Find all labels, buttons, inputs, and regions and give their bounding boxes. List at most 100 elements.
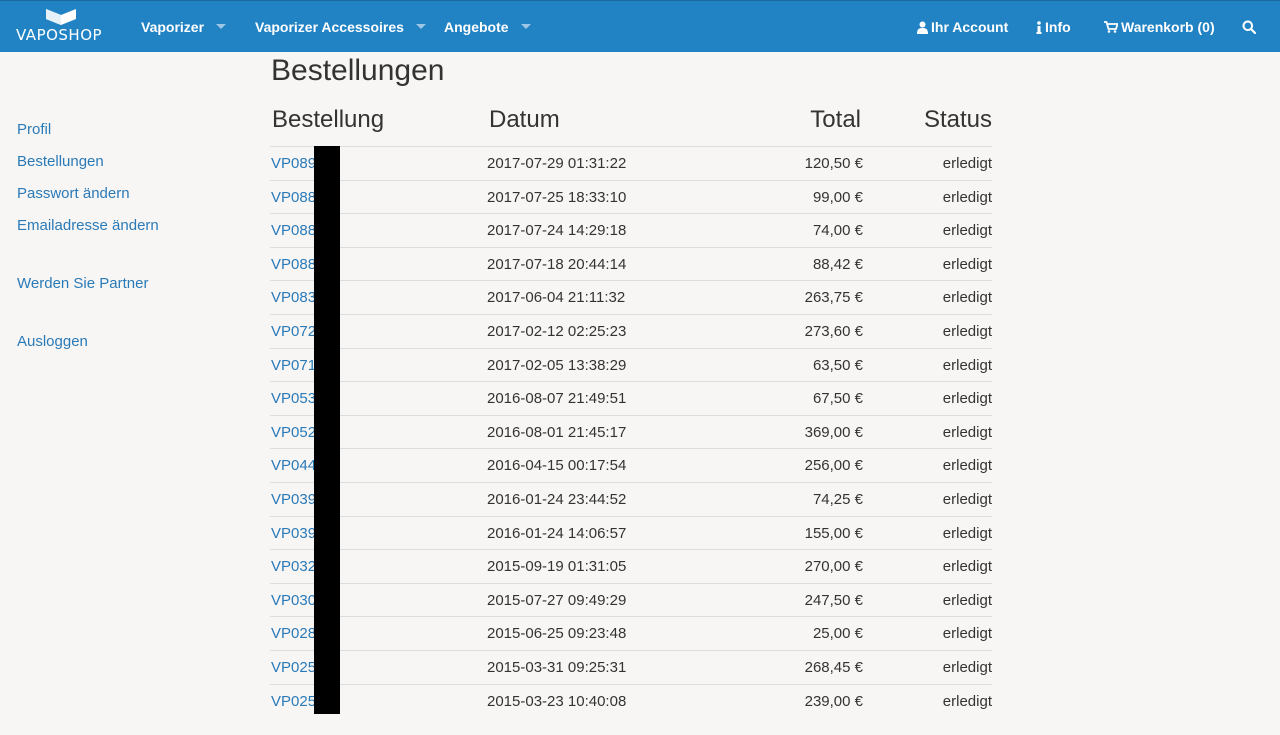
nav-vaporizer[interactable]: Vaporizer (141, 1, 227, 53)
order-id-link[interactable]: VP053 (271, 390, 317, 408)
table-row: VP025 2015-03-23 10:40:08 239,00 € erledigt (270, 683, 992, 718)
order-id-link[interactable]: VP083 (271, 289, 317, 307)
order-date: 2016-04-15 00:17:54 (487, 457, 627, 475)
sidebar-item-passwort[interactable]: Passwort ändern (17, 185, 130, 202)
nav-info[interactable]: Info (1036, 1, 1071, 53)
order-date: 2015-03-23 10:40:08 (487, 692, 627, 710)
order-id-link[interactable]: VP089 (271, 155, 317, 172)
order-date: 2016-08-07 21:49:51 (487, 390, 627, 408)
nav-account-label: Ihr Account (931, 19, 1009, 35)
order-status: erledigt (942, 188, 992, 206)
order-date: 2017-02-12 02:25:23 (487, 322, 627, 340)
order-id-link[interactable]: VP072 (271, 322, 317, 340)
order-status: erledigt (942, 558, 992, 576)
nav-angebote[interactable]: Angebote (444, 1, 531, 53)
order-total: 74,00 € (812, 222, 863, 240)
top-navbar: VAPOSHOP Vaporizer Vaporizer Accessoires… (0, 0, 1280, 52)
order-status: erledigt (942, 289, 992, 307)
order-date: 2017-06-04 21:11:32 (487, 289, 626, 307)
table-row: VP030 2015-07-27 09:49:29 247,50 € erledigt (270, 582, 992, 617)
sidebar-item-email[interactable]: Emailadresse ändern (17, 217, 159, 234)
order-date: 2017-07-18 20:44:14 (487, 255, 627, 273)
order-status: erledigt (942, 490, 992, 508)
order-total: 263,75 € (804, 289, 863, 307)
order-status: erledigt (942, 155, 992, 172)
order-date: 2015-09-19 01:31:05 (487, 558, 627, 576)
nav-accessoires-label: Vaporizer Accessoires (255, 19, 404, 35)
order-status: erledigt (942, 322, 992, 340)
order-date: 2017-07-24 14:29:18 (487, 222, 627, 240)
order-date: 2016-01-24 14:06:57 (487, 524, 627, 542)
order-id-link[interactable]: VP071 (271, 356, 317, 374)
order-id-link[interactable]: VP044 (271, 457, 317, 475)
nav-vaporizer-accessoires[interactable]: Vaporizer Accessoires (255, 1, 426, 53)
order-id-link[interactable]: VP025 (271, 692, 317, 710)
order-date: 2016-01-24 23:44:52 (487, 490, 627, 508)
order-total: 247,50 € (804, 591, 863, 609)
order-status: erledigt (942, 625, 992, 643)
vaposhop-logo[interactable]: VAPOSHOP (16, 9, 112, 45)
order-status: erledigt (942, 692, 992, 710)
nav-cart[interactable]: Warenkorb (0) (1104, 1, 1215, 53)
order-status: erledigt (942, 524, 992, 542)
page-title: Bestellungen (271, 54, 445, 87)
order-total: 268,45 € (804, 658, 863, 676)
order-id-link[interactable]: VP030 (271, 591, 317, 609)
table-row: VP044 2016-04-15 00:17:54 256,00 € erledigt (270, 448, 992, 482)
order-id-link[interactable]: VP039 (271, 490, 317, 508)
table-row: VP053 2016-08-07 21:49:51 67,50 € erledigt (270, 381, 992, 415)
column-header-bestellung: Bestellung (272, 106, 385, 133)
order-total: 74,25 € (812, 490, 863, 508)
user-icon (917, 21, 928, 34)
order-date: 2017-07-25 18:33:10 (487, 188, 627, 206)
order-status: erledigt (942, 356, 992, 374)
sidebar-item-bestellungen[interactable]: Bestellungen (17, 153, 104, 170)
table-row: VP028 2015-06-25 09:23:48 25,00 € erledigt (270, 616, 992, 650)
order-id-link[interactable]: VP025 (271, 658, 317, 676)
order-status: erledigt (942, 222, 992, 240)
order-date: 2017-07-29 01:31:22 (487, 155, 627, 172)
order-total: 155,00 € (804, 524, 863, 542)
redaction-bar (314, 146, 340, 714)
column-header-status: Status (923, 106, 992, 133)
order-id-link[interactable]: VP088 (271, 222, 317, 240)
orders-table-body: VP089 2017-07-29 01:31:22 120,50 € erledigt… (270, 146, 992, 717)
order-status: erledigt (942, 390, 992, 408)
order-date: 2015-06-25 09:23:48 (487, 625, 627, 643)
sidebar-item-partner[interactable]: Werden Sie Partner (17, 275, 149, 292)
order-date: 2017-02-05 13:38:29 (487, 356, 627, 374)
table-row: VP088 2017-07-25 18:33:10 99,00 € erledigt (270, 179, 992, 214)
order-total: 25,00 € (812, 625, 863, 643)
sidebar-item-profil[interactable]: Profil (17, 121, 52, 138)
sidebar-item-logout[interactable]: Ausloggen (17, 333, 88, 350)
order-date: 2016-08-01 21:45:17 (487, 423, 627, 441)
order-id-link[interactable]: VP088 (271, 188, 317, 206)
order-status: erledigt (942, 591, 992, 609)
order-total: 120,50 € (804, 155, 863, 172)
column-header-total: Total (810, 106, 861, 133)
order-id-link[interactable]: VP028 (271, 625, 317, 643)
order-id-link[interactable]: VP032 (271, 558, 317, 576)
order-total: 99,00 € (812, 188, 863, 206)
search-button[interactable] (1242, 1, 1259, 53)
chevron-down-icon (216, 23, 227, 29)
order-id-link[interactable]: VP039 (271, 524, 317, 542)
order-total: 270,00 € (804, 558, 863, 576)
nav-account[interactable]: Ihr Account (917, 1, 1008, 53)
search-icon (1242, 20, 1256, 35)
table-row: VP083 2017-06-04 21:11:32 263,75 € erledigt (270, 280, 992, 314)
table-row: VP089 2017-07-29 01:31:22 120,50 € erledigt (270, 146, 992, 180)
chevron-down-icon (520, 23, 531, 29)
order-status: erledigt (942, 255, 992, 273)
table-row: VP039 2016-01-24 14:06:57 155,00 € erledigt (270, 515, 992, 550)
table-row: VP039 2016-01-24 23:44:52 74,25 € erledigt (270, 481, 992, 516)
table-row: VP032 2015-09-19 01:31:05 270,00 € erledigt (270, 549, 992, 583)
order-id-link[interactable]: VP052 (271, 423, 317, 441)
order-status: erledigt (942, 658, 992, 676)
order-id-link[interactable]: VP088 (271, 255, 317, 273)
table-row: VP088 2017-07-18 20:44:14 88,42 € erledigt (270, 246, 992, 281)
logo-mark-icon (46, 9, 76, 25)
order-status: erledigt (942, 423, 992, 441)
table-row: VP025 2015-03-31 09:25:31 268,45 € erledigt (270, 649, 992, 684)
nav-angebote-label: Angebote (444, 19, 509, 35)
